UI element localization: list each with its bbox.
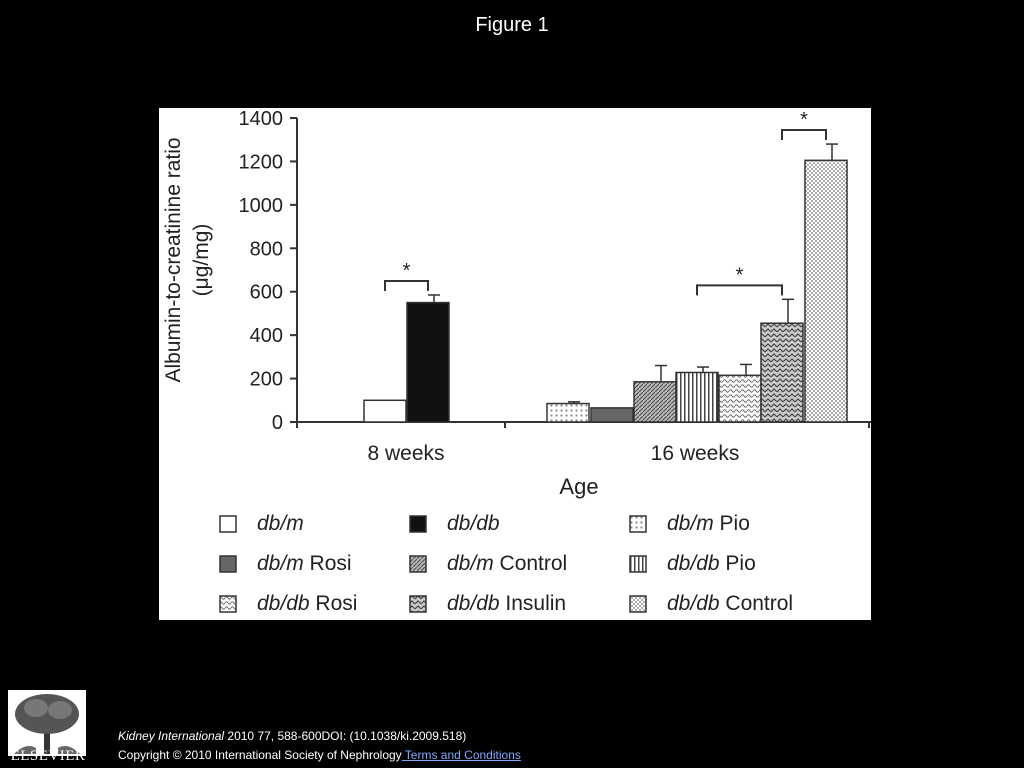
legend-item: db/db Control [629,592,793,616]
bar [718,374,762,423]
legend-label: db/db Rosi [257,592,358,615]
legend-swatch [409,595,427,613]
y-axis-unit-label: (μg/mg) [190,224,213,297]
y-tick-label: 1000 [239,195,284,217]
elsevier-tree-logo [8,690,86,756]
bar [363,399,407,423]
y-tick-label: 200 [250,369,283,391]
y-tick-label: 400 [250,325,283,347]
bar [406,301,450,423]
legend-swatch [409,515,427,533]
y-tick-label: 600 [250,282,283,304]
legend-item: db/m Pio [629,512,750,536]
legend-label: db/db Pio [667,552,756,575]
bar [546,402,590,423]
legend-swatch [219,595,237,613]
legend-label: db/m Pio [667,512,750,535]
citation-journal: Kidney International [118,729,225,743]
y-tick-label: 0 [272,412,283,434]
legend-item: db/m Rosi [219,552,352,576]
legend-swatch [219,515,237,533]
legend-swatch [219,555,237,573]
bars: * * * [363,109,848,423]
copyright-text: Copyright © 2010 International Society o… [118,748,402,762]
y-axis-label: Albumin-to-creatinine ratio [162,137,185,382]
bar [804,159,848,423]
legend-label: db/m Control [447,552,568,575]
legend-label: db/m Rosi [257,552,352,575]
significance-bracket [384,279,429,291]
legend-label: db/db Control [667,592,794,615]
legend-item: db/db Insulin [409,592,566,616]
citation: Kidney International 2010 77, 588-600DOI… [118,729,466,743]
legend-item: db/db [409,512,500,536]
legend-item: db/db Pio [629,552,756,576]
axes: 0 200 400 600 800 1000 1200 1400 8 weeks 16 weeks [239,108,871,465]
x-tick-label: 8 weeks [367,442,444,465]
significance-marker: * [736,264,744,286]
x-axis-label: Age [559,474,598,499]
citation-details: 2010 77, 588-600DOI: (10.1038/ki.2009.51… [224,729,467,743]
y-tick-label: 1200 [239,151,284,173]
significance-marker: * [403,260,411,282]
bar [675,371,719,423]
legend-item: db/db Rosi [219,592,357,616]
significance-marker: * [800,109,808,131]
significance-bracket [781,129,827,141]
significance-bracket [696,284,783,296]
bar [590,407,634,423]
copyright-line: Copyright © 2010 International Society o… [118,748,521,762]
axis-labels: Albumin-to-creatinine ratio (μg/mg) Age [162,137,599,499]
legend-swatch [409,555,427,573]
legend-swatch [629,595,647,613]
y-tick-label: 1400 [239,108,284,130]
bar-chart: 0 200 400 600 800 1000 1200 1400 8 weeks 16 weeks… [162,108,871,499]
y-tick-label: 800 [250,238,283,260]
legend-label: db/db [447,512,500,535]
bar [633,381,677,423]
legend-item: db/m Control [409,552,567,576]
legend-swatch [629,515,647,533]
figure-panel: 0 200 400 600 800 1000 1200 1400 8 weeks 16 weeks… [159,108,871,620]
terms-and-conditions-link[interactable]: Terms and Conditions [401,748,521,762]
legend-swatch [629,555,647,573]
elsevier-wordmark: ELSEVIER [10,748,86,764]
legend-label: db/m [257,512,304,535]
legend-label: db/db Insulin [447,592,567,615]
chart-legend: db/m db/db db/m Pio db/m Rosi db/m Control db… [219,508,869,618]
legend-item: db/m [219,512,304,536]
bar [760,322,804,423]
slide-title: Figure 1 [475,14,549,36]
x-tick-label: 16 weeks [651,442,740,465]
